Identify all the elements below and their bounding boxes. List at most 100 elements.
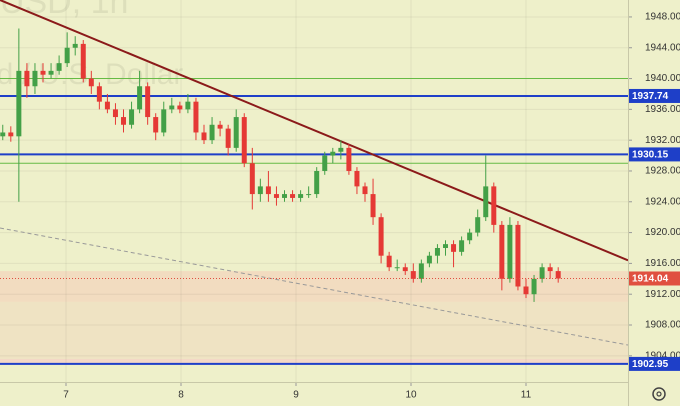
candle-body [16, 70, 22, 137]
level-label: 1930.15 [632, 150, 669, 161]
candle-body [201, 132, 207, 141]
candle-body [555, 271, 561, 279]
candle-body [378, 217, 384, 256]
y-tick-label: 1932.00 [645, 135, 680, 146]
candle-body [370, 194, 376, 218]
candle-body [539, 267, 545, 279]
candle-body [217, 124, 223, 129]
candle-body [491, 186, 497, 225]
candle-body [507, 224, 513, 279]
candle-body [40, 70, 46, 75]
candle-body [8, 132, 14, 137]
candle-body [290, 194, 296, 198]
candle-body [394, 267, 400, 269]
candle-body [434, 247, 440, 256]
candle-body [515, 224, 521, 287]
y-tick-label: 1920.00 [645, 227, 680, 238]
y-tick-label: 1948.00 [645, 12, 680, 23]
level-label-box [629, 356, 680, 371]
zone [0, 358, 628, 364]
candle-body [467, 232, 473, 241]
candle-body [402, 267, 408, 272]
candle-body [225, 128, 231, 148]
candle-body [354, 170, 360, 187]
candle-body [547, 267, 553, 272]
candle-body [185, 101, 191, 110]
y-tick-label: 1916.00 [645, 258, 680, 269]
level-label-box [629, 147, 680, 162]
y-tick-label: 1912.00 [645, 289, 680, 300]
candle-body [362, 186, 368, 195]
candle-body [338, 147, 344, 152]
candle-body [475, 217, 481, 233]
y-tick-label: 1904.00 [645, 350, 680, 361]
level-label: 1902.95 [632, 359, 669, 370]
candle-body [265, 186, 271, 195]
candle-body [153, 117, 159, 133]
candle-body [177, 105, 183, 110]
candle-body [32, 70, 38, 87]
candle-body [112, 109, 118, 118]
candle-body [72, 43, 78, 48]
candle-body [386, 255, 392, 268]
zone [0, 271, 628, 302]
candle-body [96, 86, 102, 102]
watermark-symbol: XAUUSD, 1h [0, 0, 128, 21]
candle-body [193, 101, 199, 133]
candle-body [249, 163, 255, 195]
candle-body [418, 263, 424, 279]
x-tick-label: 10 [405, 390, 417, 401]
trend-line [0, 227, 628, 346]
candle-body [410, 271, 416, 279]
plot-area: XAUUSD, 1h Gold / U.S. Dollar [0, 0, 628, 382]
settings-button[interactable] [652, 387, 666, 401]
candle-body [241, 117, 247, 164]
y-tick-label: 1928.00 [645, 166, 680, 177]
candle-body [137, 86, 143, 110]
candle-body [169, 105, 175, 110]
x-tick-label: 7 [63, 390, 69, 401]
candle-body [0, 132, 6, 137]
candle-body [459, 240, 465, 252]
level-label: 1937.74 [632, 91, 669, 102]
candle-body [161, 109, 167, 133]
y-tick-label: 1936.00 [645, 104, 680, 115]
y-tick-label: 1908.00 [645, 320, 680, 331]
candle-body [209, 124, 215, 141]
candle-body [483, 186, 489, 218]
y-tick-label: 1944.00 [645, 42, 680, 53]
candle-body [531, 278, 537, 295]
zone [0, 301, 628, 359]
level-label-box [629, 88, 680, 103]
last-price-box [629, 271, 680, 286]
candle-body [499, 224, 505, 279]
candle-body [442, 244, 448, 248]
candle-body [48, 70, 54, 75]
y-tick-label: 1924.00 [645, 196, 680, 207]
candle-body [306, 194, 312, 196]
trend-line [0, 0, 628, 262]
candle-body [322, 155, 328, 171]
candle-body [64, 47, 70, 64]
candle-body [346, 147, 352, 171]
candle-body [145, 86, 151, 118]
candle-body [233, 117, 239, 148]
candle-body [24, 70, 30, 87]
candle-body [282, 194, 288, 198]
y-tick-label: 1940.00 [645, 73, 680, 84]
candle-body [257, 186, 263, 195]
candle-body [523, 286, 529, 295]
candle-body [104, 101, 110, 110]
last-price-label: 1914.04 [632, 274, 669, 285]
candle-body [451, 244, 457, 252]
x-tick-label: 9 [293, 390, 299, 401]
x-tick-label: 11 [521, 390, 532, 401]
candle-body [129, 109, 135, 125]
candle-body [121, 117, 127, 125]
candle-body [273, 194, 279, 198]
candle-body [314, 170, 320, 195]
candle-body [426, 255, 432, 264]
x-tick-label: 8 [178, 390, 184, 401]
candle-body [330, 151, 336, 156]
